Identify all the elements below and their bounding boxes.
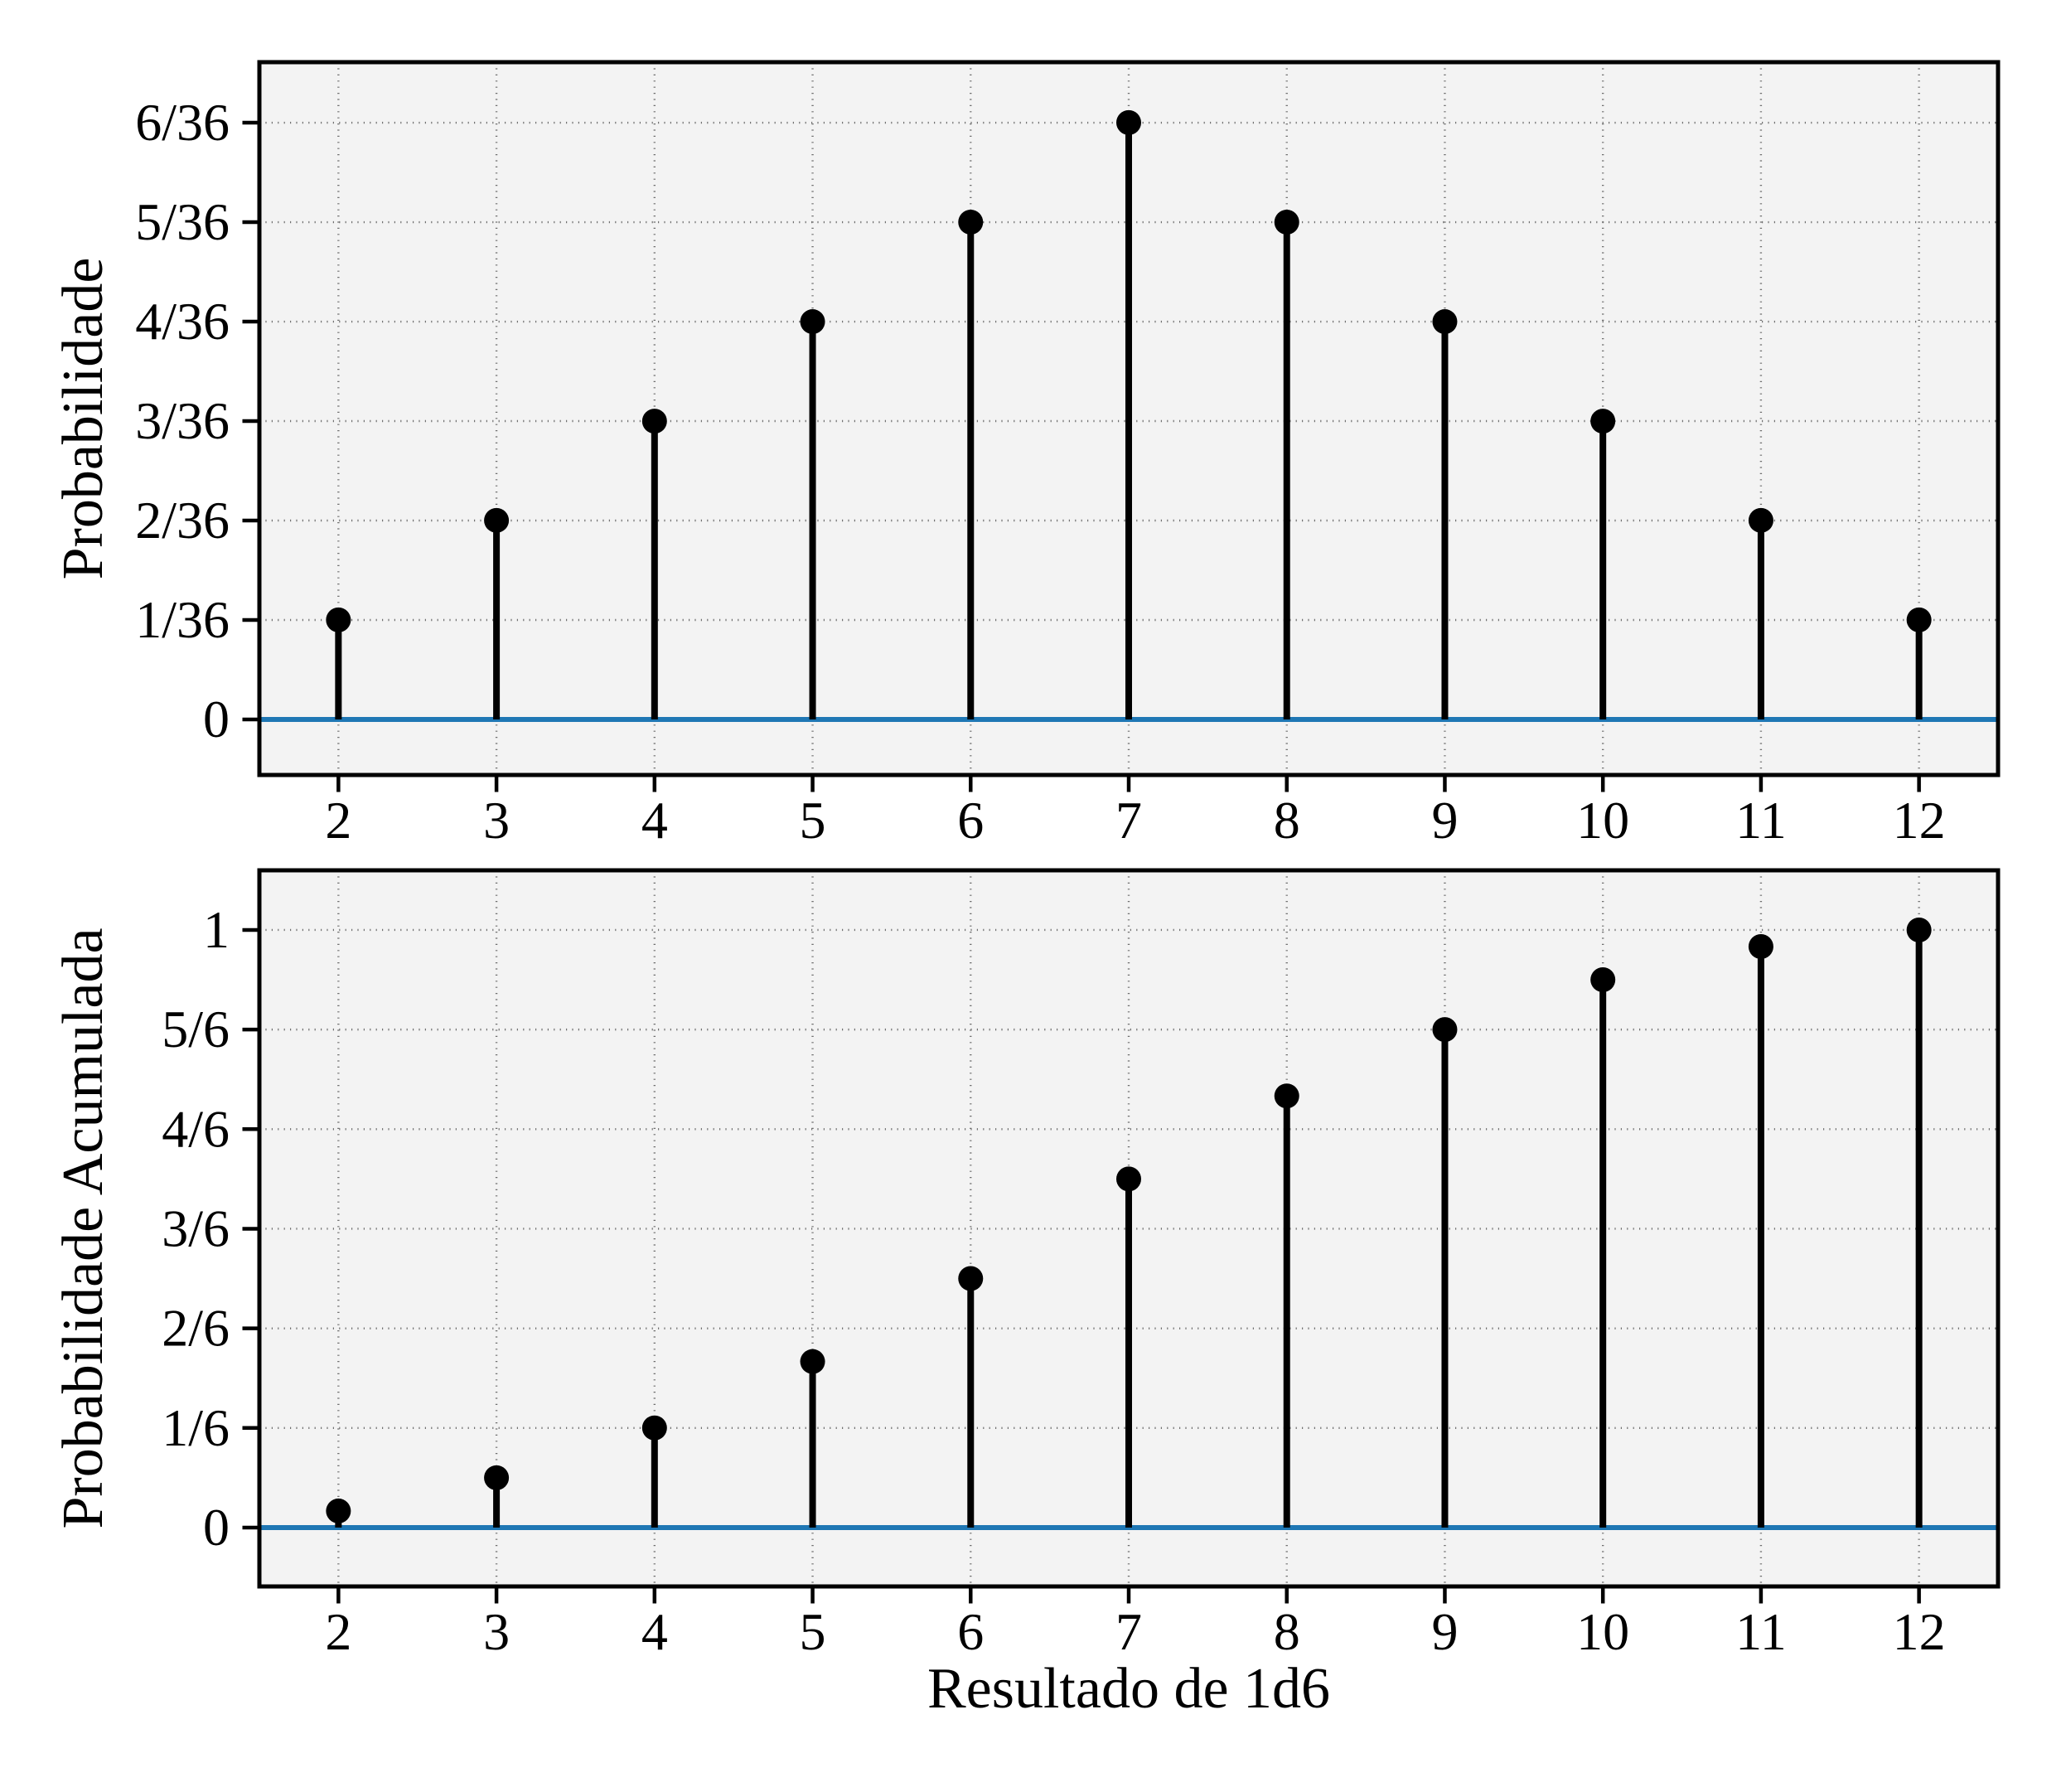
stem-marker-x7 [1116, 1166, 1141, 1192]
stem-marker-x2 [326, 607, 351, 632]
y-tick-label: 1/6 [162, 1398, 230, 1457]
x-tick-label: 12 [1893, 1602, 1946, 1661]
y-tick-label: 4/36 [135, 292, 230, 351]
stem-marker-x6 [958, 209, 984, 235]
y-tick-label: 1 [203, 900, 230, 959]
x-tick-label: 5 [800, 791, 826, 850]
stem-marker-x11 [1748, 507, 1773, 533]
x-tick-label: 5 [800, 1602, 826, 1661]
x-tick-label: 11 [1735, 1602, 1787, 1661]
stem-marker-x3 [484, 507, 510, 533]
x-tick-label: 12 [1893, 791, 1946, 850]
x-tick-label: 7 [1115, 791, 1142, 850]
y-tick-label: 6/36 [135, 93, 230, 152]
stem-marker-x5 [800, 309, 825, 335]
y-tick-label: 5/6 [162, 1000, 230, 1058]
x-tick-label: 6 [957, 791, 984, 850]
x-tick-label: 10 [1576, 791, 1629, 850]
stem-marker-x4 [641, 1415, 667, 1441]
y-tick-label: 5/36 [135, 192, 230, 251]
stem-marker-x8 [1274, 1083, 1299, 1109]
stem-marker-x6 [958, 1266, 984, 1291]
stem-marker-x12 [1906, 607, 1932, 632]
subplot-cumulative-probability: 2 3 4 5 6 7 8 9 10 11 12 0 1/6 2/6 3/6 4/6 5/6 1 [162, 868, 2001, 1661]
stem-marker-x12 [1906, 917, 1932, 942]
bottom-chart-y-axis-label: Probabilidade Acumulada [51, 927, 115, 1529]
top-chart-y-axis-label: Probabilidade [51, 257, 115, 580]
x-tick-label: 4 [641, 791, 668, 850]
y-tick-label: 0 [203, 690, 230, 748]
x-tick-label: 3 [483, 1602, 510, 1661]
axes-frame [257, 868, 2001, 1589]
axes-frame [257, 60, 2001, 777]
stem-marker-x8 [1274, 209, 1299, 235]
x-tick-label: 8 [1274, 791, 1300, 850]
x-axis-label: Resultado de 1d6 [927, 1657, 1331, 1721]
x-tick-label: 4 [641, 1602, 668, 1661]
y-tick-label: 2/6 [162, 1299, 230, 1358]
x-tick-label: 8 [1274, 1602, 1300, 1661]
y-tick-label: 3/6 [162, 1199, 230, 1257]
x-tick-label: 9 [1431, 791, 1458, 850]
stem-marker-x2 [326, 1498, 351, 1523]
x-tick-label: 10 [1576, 1602, 1629, 1661]
y-tick-label: 1/36 [135, 590, 230, 649]
x-tick-label: 11 [1735, 791, 1787, 850]
x-tick-label: 7 [1115, 1602, 1142, 1661]
stem-marker-x10 [1590, 409, 1616, 434]
subplot-probability: 2 3 4 5 6 7 8 9 10 11 12 0 1/36 2/36 3/36 4/36 5/36 6/36 [135, 60, 2001, 850]
stem-marker-x10 [1590, 967, 1616, 993]
stem-marker-x9 [1432, 309, 1458, 335]
y-tick-label: 0 [203, 1498, 230, 1557]
stem-marker-x5 [800, 1349, 825, 1374]
y-tick-label: 2/36 [135, 491, 230, 550]
stem-marker-x7 [1116, 109, 1141, 135]
stem-marker-x3 [484, 1465, 510, 1490]
x-tick-label: 3 [483, 791, 510, 850]
stem-marker-x11 [1748, 934, 1773, 960]
x-tick-label: 6 [957, 1602, 984, 1661]
stem-marker-x4 [641, 409, 667, 434]
x-tick-label: 2 [325, 791, 351, 850]
x-tick-label: 9 [1431, 1602, 1458, 1661]
y-tick-label: 3/36 [135, 391, 230, 450]
y-tick-label: 4/6 [162, 1099, 230, 1158]
stem-marker-x9 [1432, 1017, 1458, 1043]
x-tick-label: 2 [325, 1602, 351, 1661]
